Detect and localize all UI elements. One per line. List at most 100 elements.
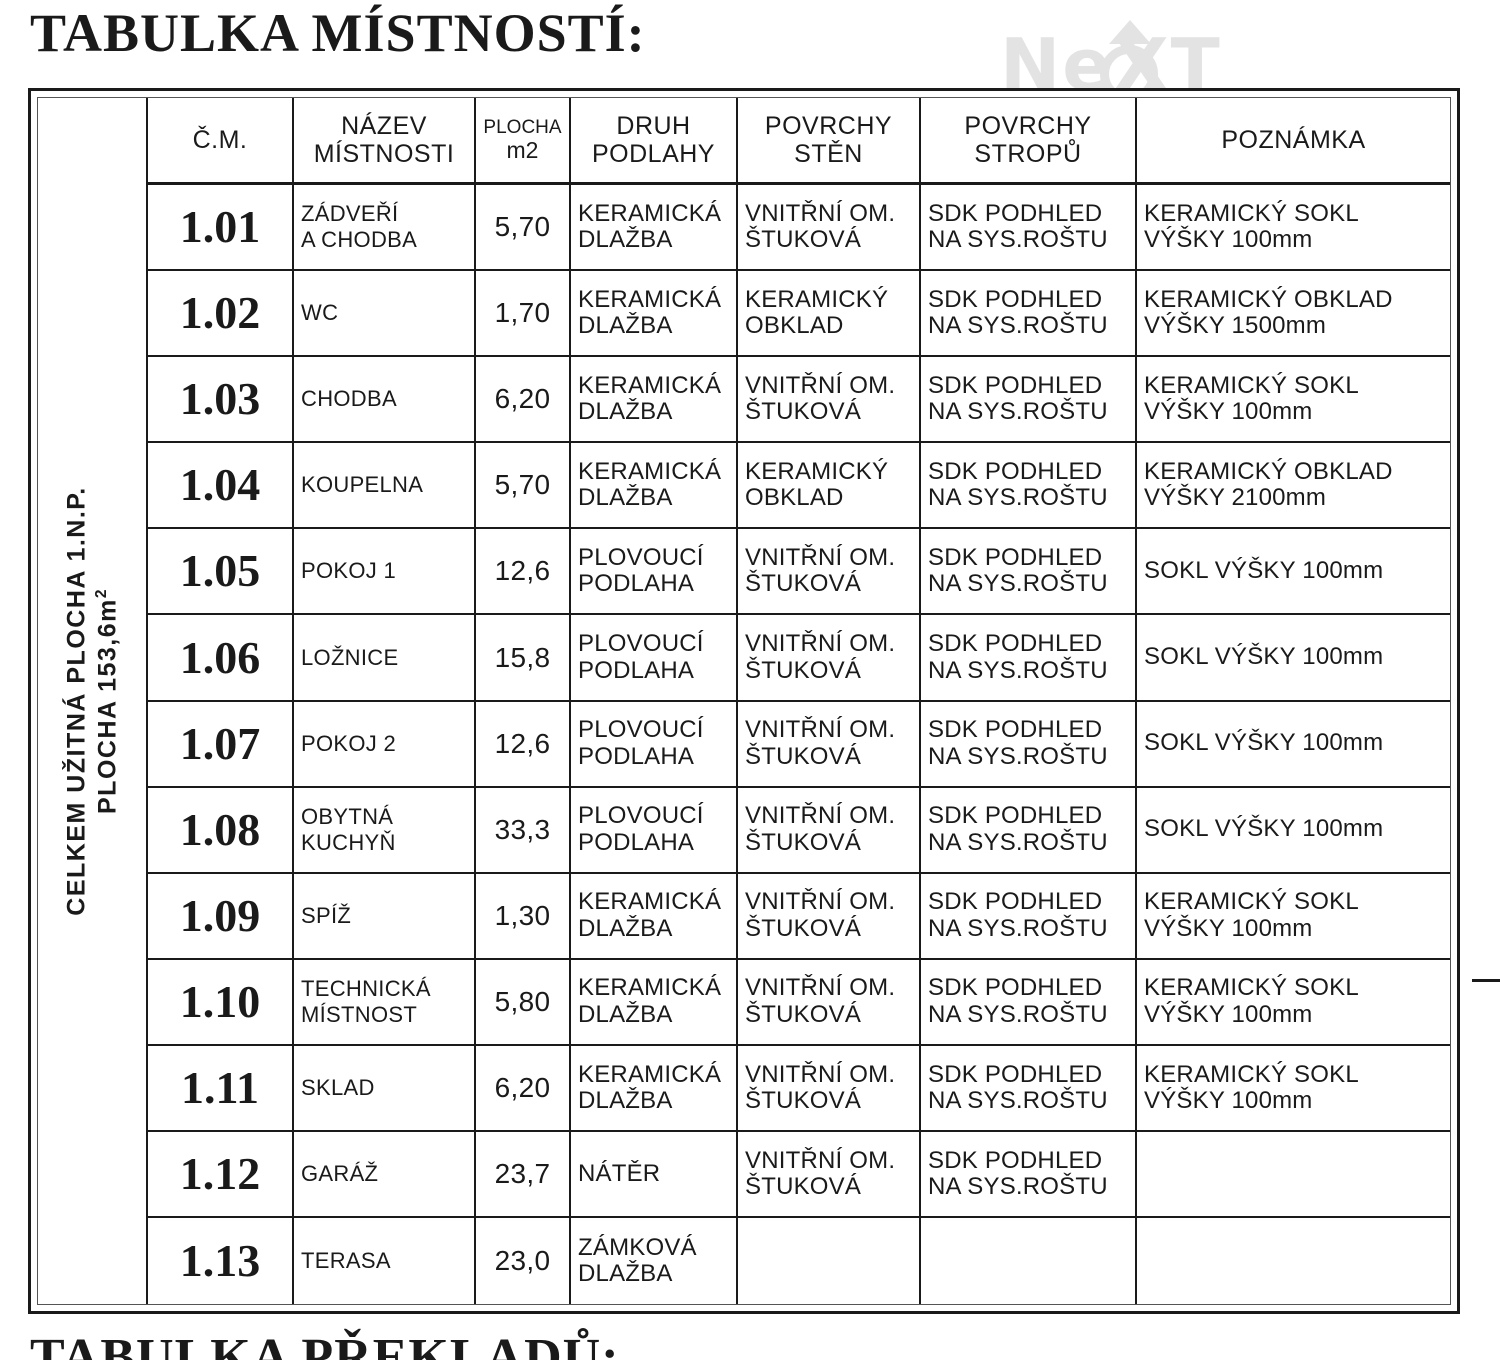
cell-note-line-1: SOKL VÝŠKY 100mm bbox=[1144, 557, 1384, 585]
cell-note-line-2: VÝŠKY 1500mm bbox=[1144, 312, 1327, 340]
cell-room-number: 1.04 bbox=[148, 443, 294, 528]
cell-wall-finish-line-2: ŠTUKOVÁ bbox=[745, 1086, 862, 1114]
cell-floor-type-line-2: PODLAHA bbox=[578, 570, 695, 598]
cell-note-line-1: KERAMICKÝ SOKL bbox=[1144, 199, 1359, 227]
cell-room-number: 1.05 bbox=[148, 529, 294, 614]
cell-note-line-2: VÝŠKY 100mm bbox=[1144, 914, 1313, 942]
cell-room-name-line-1: TECHNICKÁ bbox=[301, 975, 431, 1001]
cell-area: 23,7 bbox=[476, 1131, 571, 1217]
cell-ceiling-finish-line-1: SDK PODHLED bbox=[928, 544, 1103, 572]
cell-room-name: WC bbox=[294, 271, 476, 356]
cell-wall-finish: KERAMICKÝ OBKLAD bbox=[738, 443, 921, 528]
cell-floor-type-line-2: PODLAHA bbox=[578, 742, 695, 770]
cell-note: KERAMICKÝ SOKL VÝŠKY 100mm bbox=[1137, 185, 1450, 269]
cell-note: SOKL VÝŠKY 100mm bbox=[1137, 615, 1450, 699]
cell-room-number-line-1: 1.11 bbox=[181, 1061, 259, 1113]
table-row: 1.01 ZÁDVEŘÍ A CHODBA 5,70 KERAMICKÁ DLAŽBA VN… bbox=[148, 185, 1450, 272]
cell-floor-type-line-2: DLAŽBA bbox=[578, 398, 673, 426]
cell-ceiling-finish: SDK PODHLED NA SYS.ROŠTU bbox=[921, 701, 1137, 786]
table-row: 1.09 SPÍŽ 1,30 KERAMICKÁ DLAŽBA VNITŘNÍ OM. ŠT… bbox=[148, 873, 1450, 960]
table-header-row: Č.M. NÁZEV MÍSTNOSTI PLOCHA m2 DRUH PODL… bbox=[148, 98, 1450, 186]
cell-wall-finish-line-1: KERAMICKÝ bbox=[745, 285, 889, 313]
total-area-line-2: PLOCHA 153,6m2 bbox=[92, 588, 121, 815]
cell-area-line-1: 33,3 bbox=[494, 813, 551, 845]
cell-ceiling-finish: SDK PODHLED NA SYS.ROŠTU bbox=[921, 787, 1137, 872]
cell-note: KERAMICKÝ SOKL VÝŠKY 100mm bbox=[1137, 960, 1450, 1044]
cell-note-line-1: SOKL VÝŠKY 100mm bbox=[1144, 643, 1384, 671]
cell-ceiling-finish-line-2: NA SYS.ROŠTU bbox=[928, 656, 1108, 684]
next-table-title: TABULKA PŘEKLADŮ: bbox=[30, 1329, 620, 1360]
cell-ceiling-finish-line-2: NA SYS.ROŠTU bbox=[928, 226, 1108, 254]
page-title: TABULKA MÍSTNOSTÍ: bbox=[30, 3, 646, 63]
right-edge-tick-mark bbox=[1472, 979, 1500, 982]
cell-wall-finish: VNITŘNÍ OM. ŠTUKOVÁ bbox=[738, 357, 921, 442]
cell-ceiling-finish: SDK PODHLED NA SYS.ROŠTU bbox=[921, 185, 1137, 270]
cell-floor-type-line-1: NÁTĚR bbox=[578, 1159, 661, 1187]
cell-wall-finish-line-1: VNITŘNÍ OM. bbox=[745, 1060, 896, 1088]
cell-floor-type-line-2: PODLAHA bbox=[578, 828, 695, 856]
cell-room-number-line-1: 1.03 bbox=[179, 373, 261, 425]
cell-note-line-1: KERAMICKÝ SOKL bbox=[1144, 888, 1359, 916]
cell-wall-finish: VNITŘNÍ OM. ŠTUKOVÁ bbox=[738, 1045, 921, 1130]
cell-area: 15,8 bbox=[476, 615, 571, 700]
cell-room-name: KOUPELNA bbox=[294, 443, 476, 528]
cell-room-number: 1.11 bbox=[148, 1045, 294, 1130]
cell-note-line-2: VÝŠKY 2100mm bbox=[1144, 484, 1327, 512]
cell-room-number: 1.13 bbox=[148, 1218, 294, 1305]
total-area-side-label: CELKEM UŽITNÁ PLOCHA 1.N.P. PLOCHA 153,6… bbox=[38, 98, 148, 1304]
cell-room-name: GARÁŽ bbox=[294, 1131, 476, 1217]
cell-area-line-1: 15,8 bbox=[494, 641, 551, 673]
cell-ceiling-finish-line-2: NA SYS.ROŠTU bbox=[928, 484, 1108, 512]
cell-area-line-1: 5,70 bbox=[494, 469, 551, 501]
cell-ceiling-finish-line-2: NA SYS.ROŠTU bbox=[928, 914, 1108, 942]
cell-floor-type: ZÁMKOVÁ DLAŽBA bbox=[571, 1218, 738, 1305]
watermark-caret-icon bbox=[1109, 20, 1151, 44]
cell-area-line-1: 12,6 bbox=[494, 727, 551, 759]
cell-note: SOKL VÝŠKY 100mm bbox=[1137, 702, 1450, 786]
cell-room-name: POKOJ 1 bbox=[294, 529, 476, 614]
cell-ceiling-finish: SDK PODHLED NA SYS.ROŠTU bbox=[921, 873, 1137, 958]
cell-floor-type-line-2: DLAŽBA bbox=[578, 312, 673, 340]
cell-note-line-2: VÝŠKY 100mm bbox=[1144, 1086, 1313, 1114]
cell-note-line-1: SOKL VÝŠKY 100mm bbox=[1144, 729, 1384, 757]
cell-note-line-1: SOKL VÝŠKY 100mm bbox=[1144, 815, 1384, 843]
cell-wall-finish: KERAMICKÝ OBKLAD bbox=[738, 271, 921, 356]
cell-floor-type-line-2: DLAŽBA bbox=[578, 226, 673, 254]
column-header-area: PLOCHA m2 bbox=[476, 98, 571, 183]
cell-area: 1,30 bbox=[476, 873, 571, 958]
cell-wall-finish: VNITŘNÍ OM. ŠTUKOVÁ bbox=[738, 1131, 921, 1217]
cell-room-number-line-1: 1.13 bbox=[179, 1235, 261, 1287]
cell-wall-finish-line-2: ŠTUKOVÁ bbox=[745, 828, 862, 856]
cell-floor-type-line-1: PLOVOUCÍ bbox=[578, 716, 704, 744]
cell-floor-type: PLOVOUCÍ PODLAHA bbox=[571, 701, 738, 786]
cell-floor-type-line-1: PLOVOUCÍ bbox=[578, 544, 704, 572]
cell-wall-finish-line-1: VNITŘNÍ OM. bbox=[745, 1146, 896, 1174]
cell-ceiling-finish: SDK PODHLED NA SYS.ROŠTU bbox=[921, 1045, 1137, 1130]
cell-wall-finish-line-1: VNITŘNÍ OM. bbox=[745, 544, 896, 572]
cell-wall-finish-line-2: ŠTUKOVÁ bbox=[745, 1172, 862, 1200]
cell-area-line-1: 5,80 bbox=[494, 985, 551, 1017]
cell-room-name-line-1: POKOJ 2 bbox=[301, 730, 397, 756]
room-schedule-table: CELKEM UŽITNÁ PLOCHA 1.N.P. PLOCHA 153,6… bbox=[28, 88, 1460, 1314]
cell-floor-type-line-1: KERAMICKÁ bbox=[578, 285, 722, 313]
cell-wall-finish-line-2: ŠTUKOVÁ bbox=[745, 398, 862, 426]
cell-room-name: TECHNICKÁ MÍSTNOST bbox=[294, 959, 476, 1044]
column-header-number: Č.M. bbox=[148, 98, 294, 183]
cell-note-line-1: KERAMICKÝ OBKLAD bbox=[1144, 285, 1393, 313]
cell-room-name: LOŽNICE bbox=[294, 615, 476, 700]
cell-wall-finish: VNITŘNÍ OM. ŠTUKOVÁ bbox=[738, 787, 921, 872]
cell-ceiling-finish-line-2: NA SYS.ROŠTU bbox=[928, 570, 1108, 598]
cell-room-number-line-1: 1.05 bbox=[179, 545, 261, 597]
cell-floor-type-line-1: KERAMICKÁ bbox=[578, 1060, 722, 1088]
cell-ceiling-finish-line-1: SDK PODHLED bbox=[928, 1146, 1103, 1174]
cell-note: KERAMICKÝ SOKL VÝŠKY 100mm bbox=[1137, 357, 1450, 441]
cell-area-line-1: 12,6 bbox=[494, 555, 551, 587]
cell-floor-type: KERAMICKÁ DLAŽBA bbox=[571, 1045, 738, 1130]
cell-ceiling-finish-line-2: NA SYS.ROŠTU bbox=[928, 742, 1108, 770]
cell-floor-type-line-1: KERAMICKÁ bbox=[578, 888, 722, 916]
cell-wall-finish-line-1: VNITŘNÍ OM. bbox=[745, 802, 896, 830]
cell-wall-finish: VNITŘNÍ OM. ŠTUKOVÁ bbox=[738, 615, 921, 700]
cell-room-name: OBYTNÁ KUCHYŇ bbox=[294, 787, 476, 872]
cell-note bbox=[1137, 1218, 1450, 1304]
cell-wall-finish: VNITŘNÍ OM. ŠTUKOVÁ bbox=[738, 873, 921, 958]
